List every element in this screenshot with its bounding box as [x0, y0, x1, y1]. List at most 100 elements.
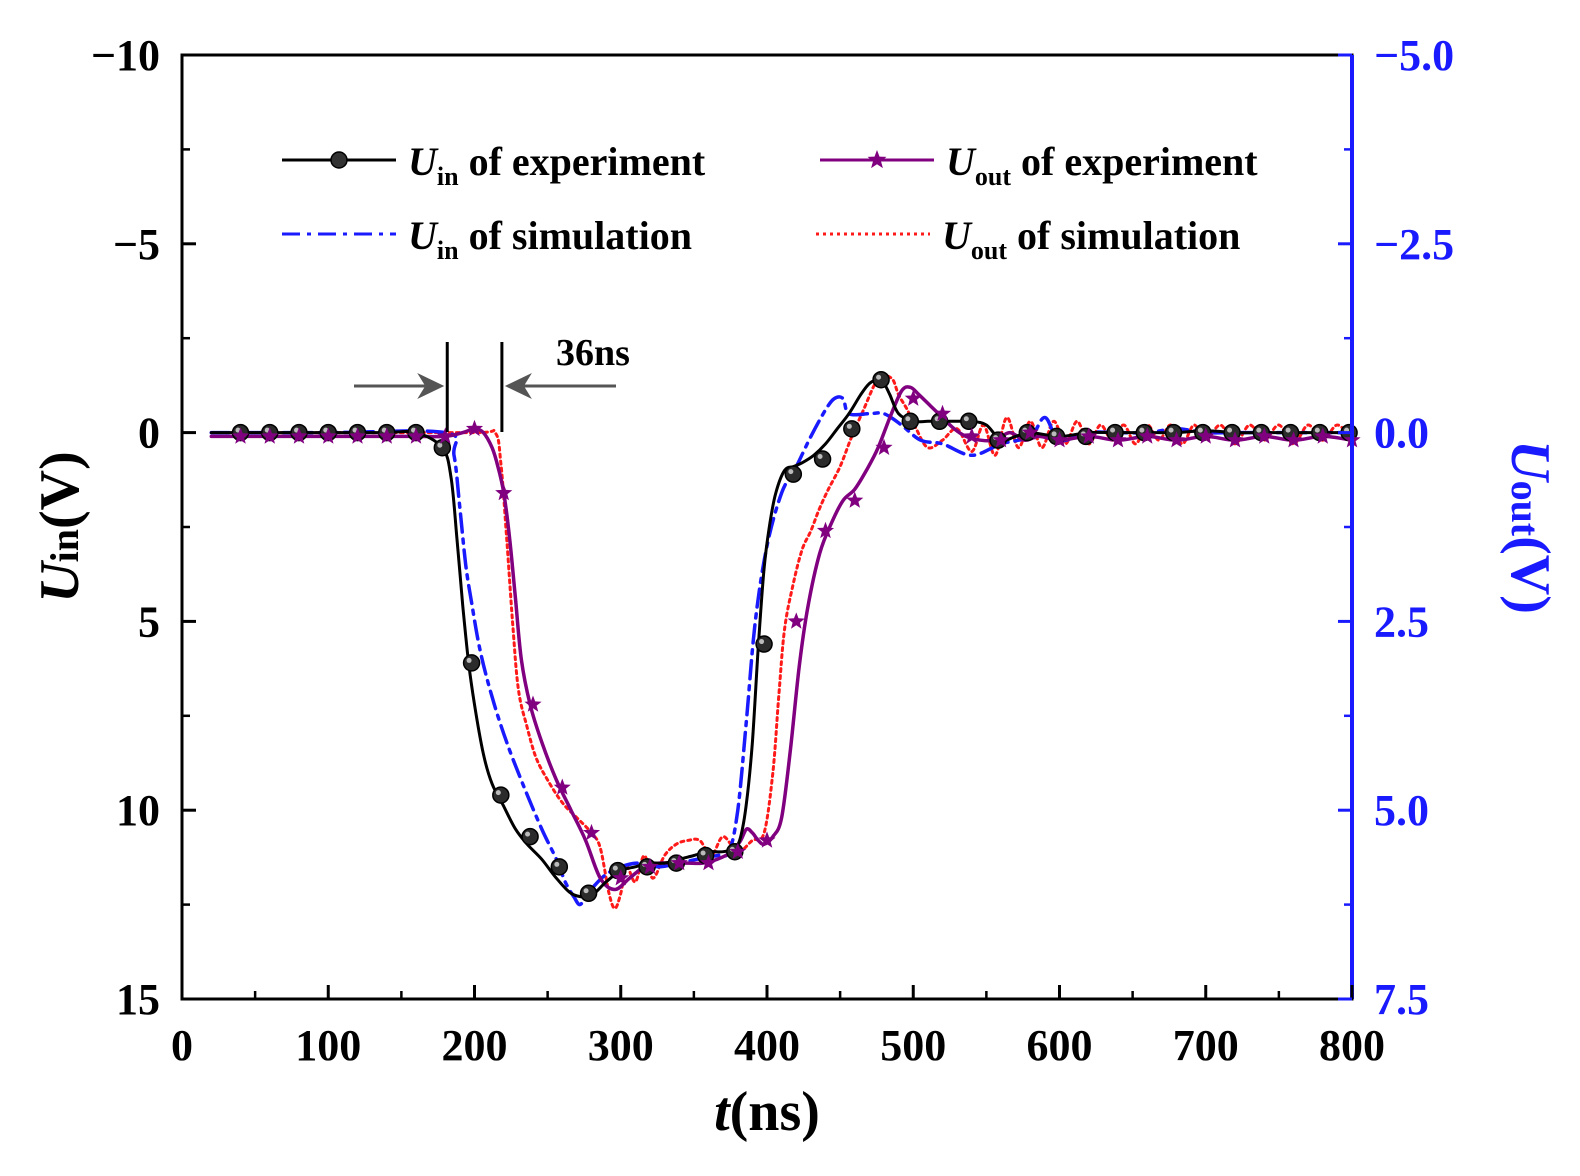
data-point-uout_exp	[1109, 431, 1127, 448]
data-point-uout_exp	[582, 823, 601, 841]
data-point-uout_exp	[231, 427, 250, 444]
x-tick-label: 0	[171, 1021, 193, 1070]
legend-label-uin-exp: Uin of experiment	[408, 139, 706, 191]
plot-frame	[180, 53, 1354, 1001]
data-point-highlight-uin_exp	[788, 469, 794, 475]
data-point-uin_exp	[843, 420, 861, 438]
data-point-uout_exp	[1197, 427, 1215, 444]
data-point-uout_exp	[378, 427, 396, 444]
y-right-tick-label: 5.0	[1374, 786, 1429, 835]
data-point-highlight-uin_exp	[1168, 427, 1174, 433]
y-left-title-unit: (V)	[29, 451, 91, 529]
annotation-arrow-right-head	[504, 373, 532, 399]
data-point-highlight-uin_exp	[1227, 427, 1233, 433]
data-point-highlight-uin_exp	[1139, 427, 1145, 433]
data-point-highlight-uin_exp	[1285, 427, 1291, 433]
data-point-uin_exp	[492, 786, 510, 804]
annotation-arrow-left-head	[417, 373, 445, 399]
data-point-uin_exp	[755, 635, 773, 653]
data-point-uout_exp	[670, 854, 688, 871]
data-point-uout_exp	[641, 857, 659, 875]
y-axis-left: −10 −5 0 5 10 15	[91, 31, 196, 1024]
y-right-tick-label: 7.5	[1374, 975, 1429, 1024]
data-point-uout_exp	[407, 427, 425, 444]
data-point-uin_exp	[813, 450, 832, 468]
data-point-highlight-uin_exp	[1314, 427, 1320, 433]
data-point-uin_exp	[960, 412, 978, 431]
data-point-uout_exp	[436, 427, 454, 444]
data-point-uin_exp	[579, 884, 598, 903]
x-axis-title: t(ns)	[714, 1081, 820, 1143]
data-point-highlight-uin_exp	[1256, 427, 1262, 433]
data-point-highlight-uin_exp	[759, 639, 765, 645]
data-point-uout_exp	[348, 427, 367, 444]
y-right-tick-label: −5.0	[1374, 31, 1454, 80]
data-point-uout_exp	[1255, 427, 1273, 444]
data-point-uout_exp	[495, 484, 513, 501]
data-point-uout_exp	[524, 695, 542, 712]
legend-entry-uout-sim: Uout of simulation	[816, 213, 1240, 265]
data-point-uout_exp	[1314, 427, 1332, 444]
data-point-uout_exp	[319, 427, 337, 444]
legend-label-uout-exp: Uout of experiment	[946, 139, 1258, 191]
y-left-tick-label: 0	[138, 409, 160, 458]
data-point-uout_exp	[465, 419, 484, 437]
data-point-uout_exp	[290, 427, 308, 444]
data-point-highlight-uin_exp	[700, 850, 706, 856]
series-line-uout_sim	[209, 374, 1354, 910]
data-point-highlight-uin_exp	[495, 790, 501, 796]
data-point-highlight-uin_exp	[583, 888, 589, 894]
y-left-tick-label: 10	[116, 786, 160, 835]
legend-entry-uout-exp: Uout of experiment	[820, 139, 1258, 191]
data-point-uout_exp	[1021, 423, 1039, 440]
data-point-highlight-uin_exp	[612, 865, 618, 871]
data-point-highlight-uin_exp	[963, 416, 969, 422]
data-point-highlight-uin_exp	[1197, 427, 1203, 433]
data-point-highlight-uin_exp	[466, 657, 472, 663]
y-left-title-sub: in	[42, 529, 87, 562]
legend: Uin of experiment Uout of experiment Uin of…	[282, 139, 1258, 265]
y-right-title-sub: out	[1503, 481, 1548, 537]
data-point-uout_exp	[875, 438, 893, 455]
data-point-uout_exp	[846, 491, 864, 508]
y-axis-left-title: Uin(V)	[29, 451, 91, 603]
y-right-title-unit: (V)	[1499, 536, 1561, 614]
series-line-uout_exp	[209, 385, 1354, 892]
y-left-tick-label: 15	[116, 975, 160, 1024]
data-point-uout_exp	[699, 854, 718, 871]
y-axis-right: −5.0 −2.5 0.0 2.5 5.0 7.5	[1338, 31, 1454, 1024]
data-point-highlight-uin_exp	[1051, 431, 1057, 437]
series-markers-uout_exp	[231, 389, 1361, 886]
x-axis: 0 100 200 300 400 500 600 700 800	[171, 985, 1385, 1070]
data-point-uout_exp	[1284, 431, 1303, 448]
data-point-uout_exp	[1226, 431, 1244, 448]
y-left-title-symbol: U	[29, 560, 91, 603]
data-point-highlight-uin_exp	[554, 861, 560, 867]
legend-entry-uin-exp: Uin of experiment	[282, 139, 706, 191]
data-point-uout_exp	[261, 427, 279, 444]
x-tick-label: 400	[734, 1021, 800, 1070]
data-point-uin_exp	[550, 858, 569, 876]
y-right-tick-label: −2.5	[1374, 220, 1454, 269]
legend-marker-uout-exp	[867, 150, 887, 169]
data-point-uin_exp	[872, 370, 890, 389]
y-left-tick-label: −10	[91, 31, 160, 80]
data-point-highlight-uin_exp	[437, 442, 443, 448]
data-point-highlight-uin_exp	[525, 831, 531, 837]
data-point-uout_exp	[787, 612, 805, 629]
x-tick-label: 500	[880, 1021, 946, 1070]
y-right-tick-label: 0.0	[1374, 409, 1429, 458]
y-axis-right-title: Uout(V)	[1499, 440, 1561, 614]
x-axis-title-unit: (ns)	[730, 1081, 820, 1143]
legend-label-uin-sim: Uin of simulation	[408, 213, 692, 265]
x-axis-title-symbol: t	[714, 1081, 731, 1143]
data-point-uin_exp	[521, 827, 539, 846]
data-point-highlight-uin_exp	[905, 416, 911, 422]
x-tick-label: 800	[1319, 1021, 1385, 1070]
x-tick-label: 200	[442, 1021, 508, 1070]
legend-label-uout-sim: Uout of simulation	[942, 213, 1240, 265]
data-point-uout_exp	[963, 427, 981, 444]
x-tick-label: 600	[1027, 1021, 1093, 1070]
data-point-highlight-uin_exp	[817, 454, 823, 460]
